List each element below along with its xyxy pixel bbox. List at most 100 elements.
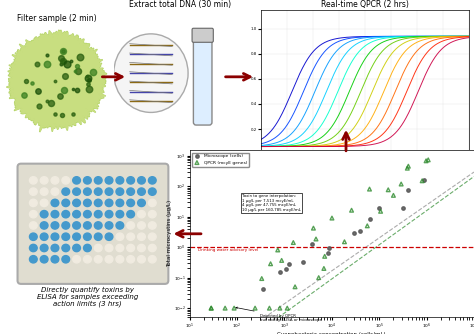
Microscope (cells) [324, 251, 331, 256]
Circle shape [73, 233, 81, 240]
Circle shape [62, 256, 70, 263]
Point [328, 215, 336, 221]
Microscope (cells) [375, 205, 383, 210]
Circle shape [127, 177, 135, 184]
Circle shape [94, 210, 102, 218]
Circle shape [105, 256, 113, 263]
Circle shape [137, 244, 146, 252]
Point [366, 186, 374, 192]
Microscope (cells) [285, 262, 293, 267]
Microscope (cells) [325, 246, 333, 251]
Circle shape [116, 210, 124, 218]
Circle shape [73, 177, 81, 184]
Circle shape [29, 244, 37, 252]
Circle shape [29, 188, 37, 195]
Circle shape [40, 256, 48, 263]
Circle shape [105, 177, 113, 184]
Microscope (cells) [405, 187, 412, 192]
Circle shape [94, 256, 102, 263]
Circle shape [148, 233, 156, 240]
Circle shape [116, 199, 124, 206]
Circle shape [137, 210, 146, 218]
Point [310, 225, 317, 231]
Circle shape [148, 188, 156, 195]
FancyBboxPatch shape [192, 28, 213, 42]
Point [258, 276, 265, 281]
Circle shape [83, 199, 91, 206]
Circle shape [137, 199, 146, 206]
Circle shape [116, 244, 124, 252]
Circle shape [148, 244, 156, 252]
Circle shape [127, 199, 135, 206]
Circle shape [114, 34, 188, 113]
Y-axis label: Total microcystins (μg/L): Total microcystins (μg/L) [167, 200, 172, 267]
Circle shape [148, 177, 156, 184]
Circle shape [62, 177, 70, 184]
Circle shape [116, 222, 124, 229]
Circle shape [40, 188, 48, 195]
X-axis label: Cyanobacteria concentration (cells/mL): Cyanobacteria concentration (cells/mL) [277, 332, 386, 334]
Circle shape [148, 222, 156, 229]
Circle shape [127, 188, 135, 195]
Circle shape [83, 210, 91, 218]
Text: Directly quantify toxins by
ELISA for samples exceeding
action limits (3 hrs): Directly quantify toxins by ELISA for sa… [37, 287, 138, 307]
Microscope (cells) [399, 205, 407, 210]
Circle shape [29, 222, 37, 229]
Polygon shape [7, 30, 107, 132]
Circle shape [148, 210, 156, 218]
Circle shape [73, 188, 81, 195]
FancyBboxPatch shape [18, 164, 168, 284]
Circle shape [40, 233, 48, 240]
QPCR (mcyE genes) [364, 223, 371, 228]
Circle shape [40, 199, 48, 206]
Text: Toxin to gene interpolation:
1 μg/L per 7,513 mcyE/mL
4 μg/L per 47,755 mcyE/mL
: Toxin to gene interpolation: 1 μg/L per … [242, 194, 301, 212]
Circle shape [62, 199, 70, 206]
QPCR (mcyE genes) [230, 306, 238, 311]
Circle shape [73, 222, 81, 229]
Circle shape [148, 199, 156, 206]
Circle shape [137, 177, 146, 184]
Point [274, 247, 282, 253]
Circle shape [137, 233, 146, 240]
Circle shape [73, 256, 81, 263]
Circle shape [105, 188, 113, 195]
QPCR (mcyE genes) [419, 178, 426, 183]
Circle shape [94, 199, 102, 206]
Circle shape [94, 244, 102, 252]
Circle shape [83, 244, 91, 252]
Microscope (cells) [283, 266, 290, 272]
QPCR (mcyE genes) [208, 306, 215, 311]
Point [405, 164, 412, 169]
QPCR (mcyE genes) [251, 306, 259, 311]
Title: Filter sample (2 min): Filter sample (2 min) [17, 13, 97, 22]
Circle shape [116, 188, 124, 195]
Circle shape [51, 188, 59, 195]
Microscope (cells) [420, 178, 428, 183]
Point [422, 158, 430, 163]
QPCR (mcyE genes) [265, 306, 273, 311]
Circle shape [62, 222, 70, 229]
Circle shape [127, 233, 135, 240]
Circle shape [62, 188, 70, 195]
Microscope (cells) [366, 216, 374, 222]
Circle shape [83, 188, 91, 195]
Circle shape [116, 233, 124, 240]
Circle shape [29, 177, 37, 184]
QPCR (mcyE genes) [283, 306, 291, 311]
QPCR (mcyE genes) [341, 239, 348, 244]
QPCR (mcyE genes) [291, 284, 299, 290]
Polygon shape [8, 31, 106, 131]
Circle shape [116, 177, 124, 184]
Circle shape [51, 256, 59, 263]
Circle shape [105, 199, 113, 206]
QPCR (mcyE genes) [221, 306, 229, 311]
Point [278, 258, 285, 263]
Circle shape [105, 210, 113, 218]
QPCR (mcyE genes) [321, 254, 328, 259]
Point [397, 181, 405, 187]
Point [267, 261, 274, 267]
FancyBboxPatch shape [193, 35, 212, 125]
Circle shape [51, 244, 59, 252]
Circle shape [105, 244, 113, 252]
Text: Drinking water advisory level: Drinking water advisory level [198, 248, 258, 253]
